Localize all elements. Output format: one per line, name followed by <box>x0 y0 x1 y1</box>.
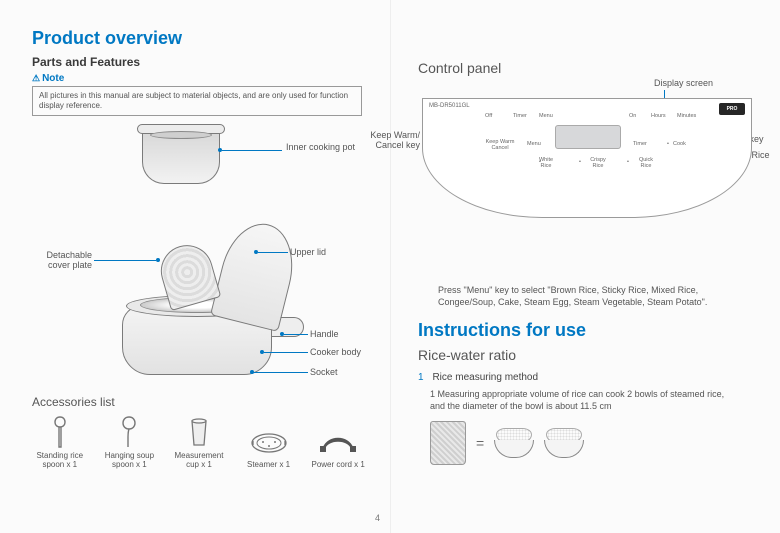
panel-text: Keep Warm Cancel <box>483 139 517 151</box>
panel-text: Menu <box>539 113 553 119</box>
display-screen-shape <box>555 125 621 149</box>
callout-handle: Handle <box>310 329 339 339</box>
menu-note: Press "Menu" key to select "Brown Rice, … <box>438 284 738 308</box>
callout-socket: Socket <box>310 367 338 377</box>
callout-cover-plate: Detachable cover plate <box>38 250 92 270</box>
equals-sign: = <box>476 435 484 451</box>
brand-logo: PRO <box>719 103 745 115</box>
accessories-row: Standing rice spoon x 1 Hanging soup spo… <box>32 415 366 469</box>
panel-text: Menu <box>527 141 541 147</box>
note-heading: ⚠Note <box>32 73 366 84</box>
callout-cooker-body: Cooker body <box>310 347 361 357</box>
instructions-title: Instructions for use <box>418 320 748 341</box>
cooker-shape <box>92 215 302 385</box>
step-heading-text: Rice measuring method <box>432 372 538 383</box>
page-number: 4 <box>375 513 380 523</box>
accessory-label: Measurement cup x 1 <box>175 451 224 469</box>
step-1-body: 1 Measuring appropriate volume of rice c… <box>430 389 740 412</box>
note-box: All pictures in this manual are subject … <box>32 86 362 116</box>
ratio-title: Rice-water ratio <box>418 347 748 363</box>
accessory-item: Standing rice spoon x 1 <box>32 415 88 469</box>
panel-text: Hours <box>651 113 666 119</box>
ratio-illustration: = <box>430 421 748 465</box>
control-panel-diagram: MB-DR5011GL PRO Off Timer Menu On Hours … <box>422 98 752 218</box>
parts-subtitle: Parts and Features <box>32 55 366 69</box>
label-display-screen: Display screen <box>654 78 713 88</box>
rice-bowl-icon <box>544 428 584 458</box>
measuring-cup-icon <box>430 421 466 465</box>
accessory-item: Steamer x 1 <box>241 428 297 469</box>
panel-text: Timer <box>633 141 647 147</box>
panel-text: Minutes <box>677 113 696 119</box>
inner-pot-shape <box>142 128 220 184</box>
model-number: MB-DR5011GL <box>429 103 470 109</box>
accessories-title: Accessories list <box>32 395 366 409</box>
accessory-item: Measurement cup x 1 <box>171 415 227 469</box>
accessory-label: Standing rice spoon x 1 <box>36 451 83 469</box>
page-title: Product overview <box>32 28 366 49</box>
parts-diagram: Inner cooking pot Detachable cover plate… <box>32 120 362 395</box>
panel-text: Crispy Rice <box>585 157 611 169</box>
panel-text: White Rice <box>533 157 559 169</box>
callout-upper-lid: Upper lid <box>290 247 326 257</box>
callout-inner-pot: Inner cooking pot <box>286 142 356 152</box>
panel-text: Timer <box>513 113 527 119</box>
panel-text: On <box>629 113 636 119</box>
step-1-heading: 1 Rice measuring method <box>418 367 748 385</box>
step-number: 1 <box>418 372 428 383</box>
rice-bowl-icon <box>494 428 534 458</box>
accessory-item: Power cord x 1 <box>310 428 366 469</box>
accessory-label: Steamer x 1 <box>247 460 290 469</box>
accessory-item: Hanging soup spoon x 1 <box>102 415 158 469</box>
panel-text: Off <box>485 113 492 119</box>
note-label: Note <box>42 73 64 84</box>
panel-text: Cook <box>673 141 686 147</box>
accessory-label: Power cord x 1 <box>311 460 364 469</box>
control-panel-title: Control panel <box>418 60 748 76</box>
label-keep-warm: Keep Warm/ Cancel key <box>366 130 420 150</box>
panel-text: Quick Rice <box>633 157 659 169</box>
accessory-label: Hanging soup spoon x 1 <box>105 451 154 469</box>
